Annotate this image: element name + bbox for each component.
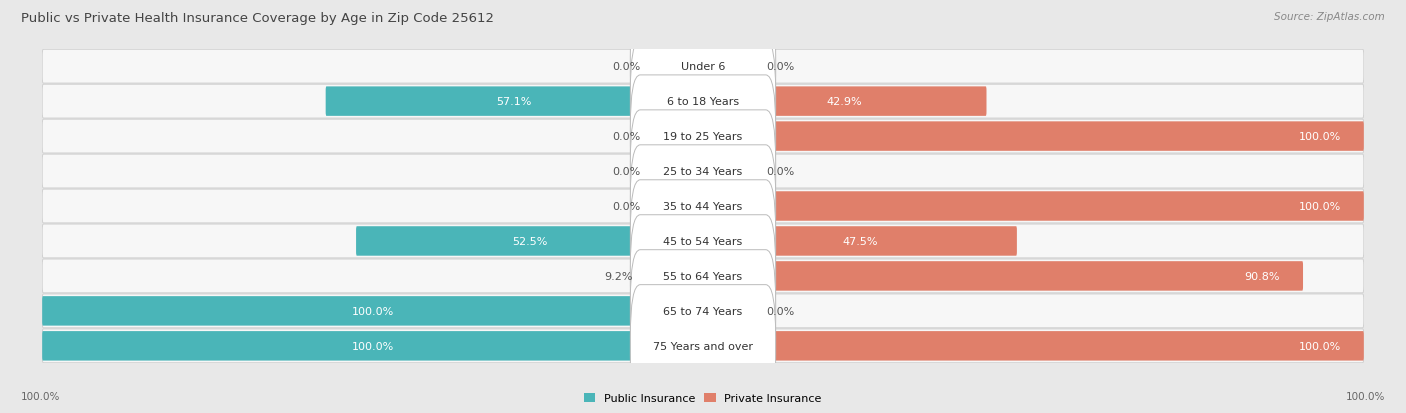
Text: 25 to 34 Years: 25 to 34 Years	[664, 166, 742, 177]
Text: 100.0%: 100.0%	[1299, 132, 1341, 142]
Text: 45 to 54 Years: 45 to 54 Years	[664, 236, 742, 247]
FancyBboxPatch shape	[702, 87, 987, 116]
FancyBboxPatch shape	[630, 6, 776, 128]
Text: 35 to 44 Years: 35 to 44 Years	[664, 202, 742, 211]
FancyBboxPatch shape	[702, 192, 1364, 221]
Text: 0.0%: 0.0%	[612, 62, 640, 72]
FancyBboxPatch shape	[630, 76, 776, 198]
FancyBboxPatch shape	[702, 297, 756, 326]
Text: 75 Years and over: 75 Years and over	[652, 341, 754, 351]
FancyBboxPatch shape	[630, 41, 776, 163]
Text: 0.0%: 0.0%	[612, 132, 640, 142]
Text: 100.0%: 100.0%	[1299, 341, 1341, 351]
FancyBboxPatch shape	[42, 155, 1364, 188]
Text: 55 to 64 Years: 55 to 64 Years	[664, 271, 742, 281]
FancyBboxPatch shape	[42, 50, 1364, 84]
FancyBboxPatch shape	[42, 85, 1364, 119]
Text: 0.0%: 0.0%	[766, 306, 794, 316]
FancyBboxPatch shape	[650, 157, 704, 186]
FancyBboxPatch shape	[630, 215, 776, 337]
Text: 100.0%: 100.0%	[352, 341, 394, 351]
Text: Public vs Private Health Insurance Coverage by Age in Zip Code 25612: Public vs Private Health Insurance Cover…	[21, 12, 494, 25]
Text: 0.0%: 0.0%	[766, 166, 794, 177]
FancyBboxPatch shape	[650, 122, 704, 152]
FancyBboxPatch shape	[42, 259, 1364, 293]
FancyBboxPatch shape	[650, 52, 704, 82]
Text: Under 6: Under 6	[681, 62, 725, 72]
Text: 9.2%: 9.2%	[603, 271, 633, 281]
Text: 100.0%: 100.0%	[21, 391, 60, 401]
FancyBboxPatch shape	[42, 331, 704, 361]
FancyBboxPatch shape	[630, 111, 776, 233]
FancyBboxPatch shape	[702, 157, 756, 186]
FancyBboxPatch shape	[702, 227, 1017, 256]
Text: 42.9%: 42.9%	[827, 97, 862, 107]
FancyBboxPatch shape	[42, 225, 1364, 258]
FancyBboxPatch shape	[326, 87, 704, 116]
FancyBboxPatch shape	[702, 331, 1364, 361]
Text: Source: ZipAtlas.com: Source: ZipAtlas.com	[1274, 12, 1385, 22]
FancyBboxPatch shape	[643, 261, 704, 291]
FancyBboxPatch shape	[42, 329, 1364, 363]
FancyBboxPatch shape	[650, 192, 704, 221]
Text: 100.0%: 100.0%	[1299, 202, 1341, 211]
FancyBboxPatch shape	[702, 261, 1303, 291]
Text: 0.0%: 0.0%	[766, 62, 794, 72]
Text: 47.5%: 47.5%	[842, 236, 877, 247]
FancyBboxPatch shape	[702, 52, 756, 82]
FancyBboxPatch shape	[42, 190, 1364, 223]
Text: 100.0%: 100.0%	[1346, 391, 1385, 401]
FancyBboxPatch shape	[42, 294, 1364, 328]
Text: 0.0%: 0.0%	[612, 166, 640, 177]
FancyBboxPatch shape	[42, 297, 704, 326]
Text: 57.1%: 57.1%	[496, 97, 531, 107]
Text: 6 to 18 Years: 6 to 18 Years	[666, 97, 740, 107]
Text: 52.5%: 52.5%	[512, 236, 547, 247]
FancyBboxPatch shape	[630, 285, 776, 407]
Text: 0.0%: 0.0%	[612, 202, 640, 211]
Text: 19 to 25 Years: 19 to 25 Years	[664, 132, 742, 142]
Text: 65 to 74 Years: 65 to 74 Years	[664, 306, 742, 316]
Legend: Public Insurance, Private Insurance: Public Insurance, Private Insurance	[579, 388, 827, 408]
Text: 100.0%: 100.0%	[352, 306, 394, 316]
FancyBboxPatch shape	[630, 145, 776, 268]
FancyBboxPatch shape	[630, 180, 776, 302]
FancyBboxPatch shape	[42, 120, 1364, 154]
Text: 90.8%: 90.8%	[1244, 271, 1279, 281]
FancyBboxPatch shape	[702, 122, 1364, 152]
FancyBboxPatch shape	[630, 250, 776, 372]
FancyBboxPatch shape	[356, 227, 704, 256]
